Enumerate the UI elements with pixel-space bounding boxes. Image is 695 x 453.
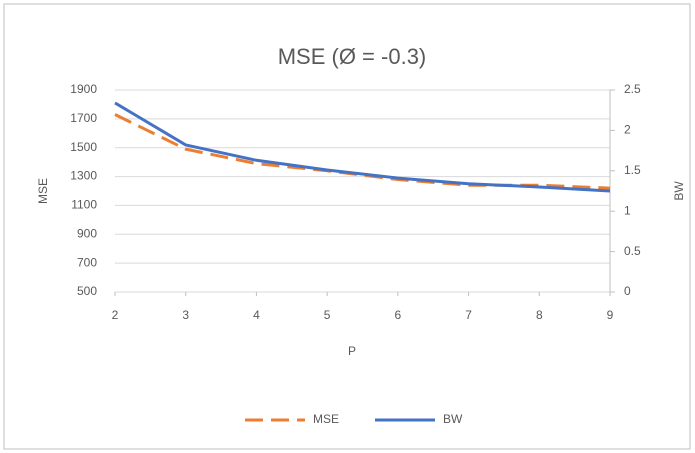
y2-tick-label: 2 — [624, 123, 631, 137]
chart-title: MSE (Ø = -0.3) — [278, 44, 427, 69]
x-tick-label: 5 — [324, 308, 331, 322]
y-tick-label: 1500 — [70, 140, 97, 154]
y-tick-label: 1700 — [70, 111, 97, 125]
x-tick-label: 8 — [536, 308, 543, 322]
y-axis-label: MSE — [36, 178, 50, 204]
legend-label: MSE — [313, 412, 339, 426]
y2-tick-label: 0.5 — [624, 244, 641, 258]
y-tick-label: 1900 — [70, 82, 97, 96]
y-tick-label: 700 — [77, 255, 97, 269]
x-tick-label: 3 — [182, 308, 189, 322]
x-axis-label: P — [348, 344, 356, 358]
x-tick-label: 6 — [395, 308, 402, 322]
y2-tick-label: 1.5 — [624, 163, 641, 177]
y-tick-label: 1100 — [71, 198, 97, 212]
y-tick-label: 1300 — [70, 169, 97, 183]
series-line — [114, 101, 611, 193]
x-tick-label: 7 — [465, 308, 472, 322]
y2-axis-label: BW — [672, 181, 686, 201]
y2-tick-label: 1 — [624, 203, 631, 217]
y-tick-label: 500 — [77, 284, 97, 298]
legend-label: BW — [443, 412, 463, 426]
chart-frame — [3, 3, 691, 450]
y2-tick-label: 0 — [624, 284, 631, 298]
y2-tick-label: 2.5 — [624, 82, 641, 96]
x-tick-label: 4 — [253, 308, 260, 322]
y-tick-label: 900 — [77, 226, 97, 240]
x-tick-label: 9 — [607, 308, 614, 322]
x-tick-label: 2 — [112, 308, 119, 322]
